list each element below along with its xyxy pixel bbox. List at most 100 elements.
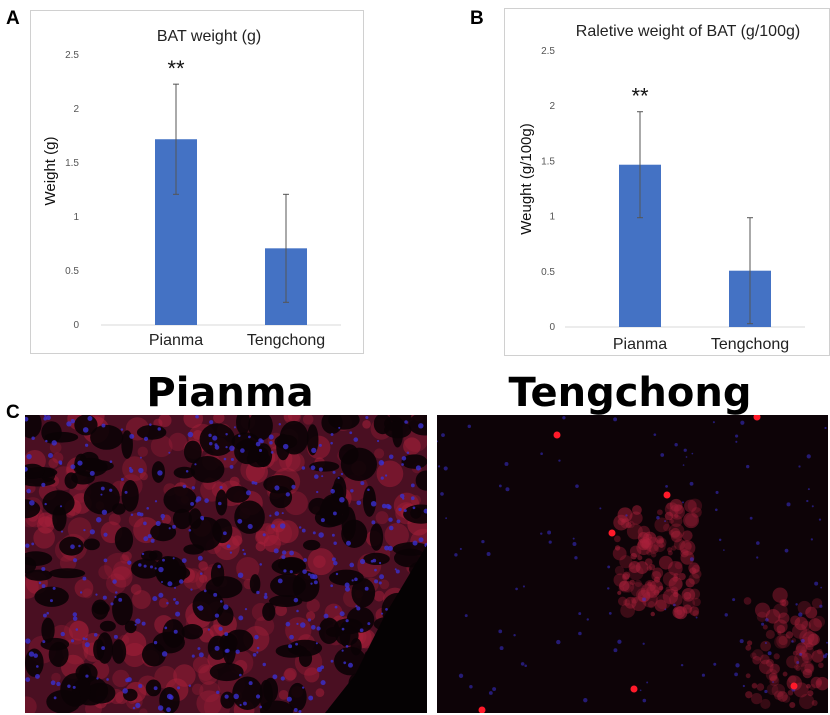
cytoplasm-stain bbox=[668, 523, 685, 540]
nucleus bbox=[243, 552, 247, 556]
nucleus bbox=[26, 454, 32, 460]
cytoplasm-stain bbox=[765, 668, 778, 681]
cytoplasm-stain bbox=[668, 530, 674, 536]
cytoplasm-stain bbox=[679, 540, 696, 556]
cytoplasm-stain bbox=[403, 437, 421, 456]
nucleus bbox=[286, 696, 292, 702]
nucleus bbox=[262, 533, 266, 537]
nucleus bbox=[445, 517, 448, 520]
cytoplasm-stain bbox=[121, 630, 147, 657]
nucleus bbox=[272, 674, 278, 680]
cytoplasm-stain bbox=[641, 538, 653, 550]
nucleus bbox=[314, 474, 319, 479]
cytoplasm-stain bbox=[776, 633, 791, 649]
cytoplasm-stain bbox=[664, 511, 674, 521]
nucleus bbox=[388, 517, 393, 522]
cytoplasm-stain bbox=[648, 563, 656, 571]
nucleus bbox=[281, 550, 287, 555]
nucleus bbox=[404, 420, 408, 424]
nucleus bbox=[166, 693, 173, 700]
lipid-droplet bbox=[111, 639, 127, 664]
cytoplasm-stain bbox=[650, 611, 655, 617]
nucleus bbox=[332, 470, 336, 474]
nucleus bbox=[339, 611, 345, 617]
nucleus bbox=[749, 516, 753, 520]
nucleus bbox=[316, 626, 321, 631]
nucleus bbox=[724, 613, 728, 617]
nucleus bbox=[767, 651, 772, 656]
error-bar bbox=[283, 193, 289, 303]
nucleus bbox=[819, 604, 823, 608]
cytoplasm-stain bbox=[658, 585, 664, 591]
nucleus bbox=[818, 518, 822, 521]
nucleus bbox=[381, 503, 387, 509]
nucleus bbox=[467, 424, 471, 429]
nucleus bbox=[379, 574, 385, 580]
cytoplasm-stain bbox=[196, 690, 223, 713]
nucleus bbox=[103, 532, 108, 537]
nucleus bbox=[269, 514, 272, 517]
cytoplasm-stain bbox=[627, 520, 635, 529]
cytoplasm-stain bbox=[48, 458, 59, 469]
cytoplasm-stain bbox=[809, 684, 816, 690]
nucleus bbox=[320, 680, 326, 686]
nucleus bbox=[89, 529, 95, 535]
cytoplasm-stain bbox=[745, 691, 753, 699]
nucleus bbox=[289, 550, 295, 556]
nucleus bbox=[110, 602, 114, 606]
nucleus bbox=[578, 631, 582, 636]
nucleus bbox=[646, 681, 649, 684]
nucleus bbox=[499, 646, 504, 651]
cytoplasm-stain bbox=[683, 512, 699, 529]
nucleus bbox=[371, 520, 376, 525]
y-tick-label: 1 bbox=[73, 212, 79, 223]
cytoplasm-stain bbox=[750, 652, 757, 659]
nucleus bbox=[682, 501, 684, 504]
nucleus bbox=[340, 472, 344, 476]
nucleus bbox=[160, 513, 166, 519]
cytoplasm-stain bbox=[620, 603, 635, 618]
lipid-droplet bbox=[25, 557, 37, 574]
cytoplasm-stain bbox=[622, 580, 635, 593]
nucleus bbox=[44, 415, 47, 418]
lipid-droplet bbox=[341, 519, 368, 548]
cytoplasm-stain bbox=[806, 683, 811, 689]
nucleus bbox=[82, 576, 87, 581]
nucleus bbox=[791, 640, 794, 643]
cytoplasm-stain bbox=[788, 675, 797, 684]
cytoplasm-stain bbox=[625, 522, 632, 529]
cytoplasm-stain bbox=[674, 606, 688, 620]
cytoplasm-stain bbox=[818, 662, 824, 669]
nucleus bbox=[154, 500, 158, 503]
panel-label-b: B bbox=[470, 8, 484, 29]
nucleus bbox=[488, 691, 493, 695]
cytoplasm-stain bbox=[658, 538, 665, 544]
nucleus bbox=[143, 564, 147, 568]
relative-bat-weight-chart-svg: Raletive weight of BAT (g/100g) Weught (g… bbox=[518, 23, 805, 353]
nucleus bbox=[454, 553, 458, 557]
cytoplasm-stain bbox=[637, 555, 643, 561]
cytoplasm-stain bbox=[751, 693, 763, 705]
cytoplasm-stain bbox=[691, 564, 701, 574]
nucleus bbox=[398, 507, 402, 512]
nucleus bbox=[277, 578, 283, 584]
nucleus bbox=[331, 533, 335, 537]
nucleus bbox=[680, 663, 684, 667]
cytoplasm-stain bbox=[632, 505, 642, 515]
cytoplasm-stain bbox=[778, 612, 790, 624]
nucleus bbox=[238, 615, 244, 621]
lipid-droplet bbox=[205, 576, 243, 599]
nucleus bbox=[46, 415, 51, 421]
category-label: Tengchong bbox=[247, 332, 325, 349]
cytoplasm-stain bbox=[651, 570, 662, 581]
nucleus bbox=[149, 565, 154, 569]
nucleus bbox=[233, 426, 236, 429]
cytoplasm-stain bbox=[630, 552, 637, 560]
cytoplasm-stain bbox=[766, 683, 779, 696]
relative-bat-weight-chart: Raletive weight of BAT (g/100g) Weught (g… bbox=[504, 8, 830, 356]
cytoplasm-stain bbox=[674, 513, 679, 518]
nucleus bbox=[181, 558, 187, 564]
cytoplasm-stain bbox=[283, 415, 293, 422]
nucleus bbox=[410, 483, 415, 488]
lipid-droplet bbox=[288, 682, 307, 712]
